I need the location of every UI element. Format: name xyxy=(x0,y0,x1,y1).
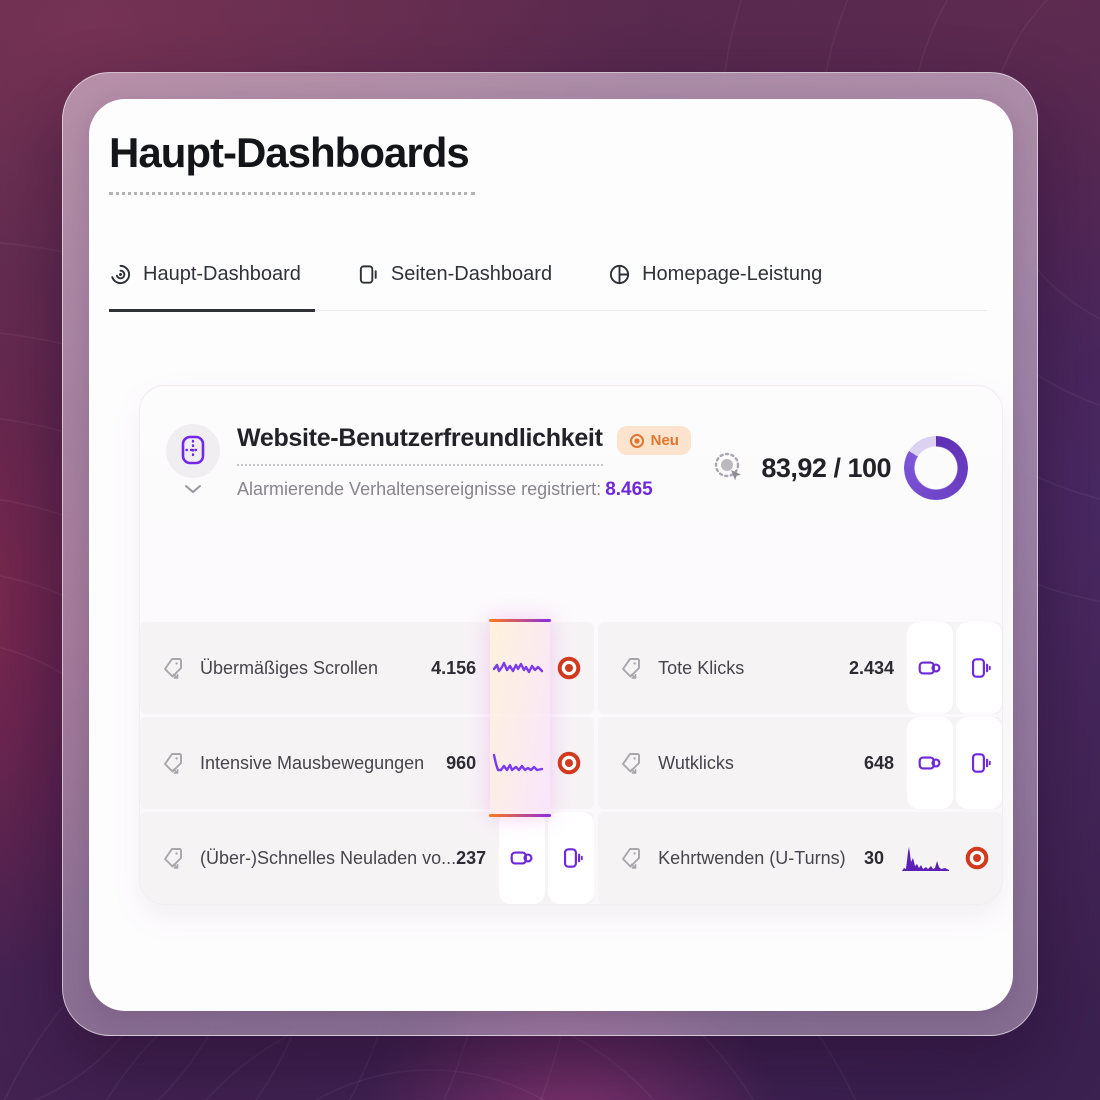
record-button[interactable] xyxy=(556,655,582,681)
metric-value: 2.434 xyxy=(848,657,894,678)
tab-haupt-dashboard[interactable]: Haupt-Dashboard xyxy=(109,259,315,312)
metric-label: Intensive Mausbewegungen xyxy=(200,752,425,773)
metric-row-uebermaessiges-scrollen[interactable]: Übermäßiges Scrollen 4.156 xyxy=(140,622,595,714)
video-camera-icon xyxy=(917,750,943,776)
metric-value: 960 xyxy=(446,752,477,773)
desktop-recordings-button[interactable] xyxy=(907,717,953,809)
subtitle-value: 8.465 xyxy=(605,479,653,500)
video-camera-icon xyxy=(509,845,535,871)
tag-icon xyxy=(160,845,187,872)
metric-row-kehrtwenden[interactable]: Kehrtwenden (U-Turns) 30 xyxy=(598,812,1002,904)
tab-homepage-leistung[interactable]: Homepage-Leistung xyxy=(608,259,836,312)
tab-label: Homepage-Leistung xyxy=(642,263,823,285)
dashboard-panel: Haupt-Dashboards Haupt-Dashboard xyxy=(89,99,1013,1011)
usability-score-donut xyxy=(904,436,968,500)
tab-label: Haupt-Dashboard xyxy=(143,263,301,285)
desktop-recordings-button[interactable] xyxy=(499,812,546,904)
tag-icon xyxy=(618,845,645,872)
scroll-map-icon xyxy=(176,432,210,470)
metric-row-intensive-mausbewegungen[interactable]: Intensive Mausbewegungen 960 xyxy=(140,717,595,809)
pie-chart-icon xyxy=(608,263,631,286)
tab-bar: Haupt-Dashboard Seiten-Dashboard xyxy=(109,259,987,312)
sparkline-chart xyxy=(489,750,547,776)
page-title: Haupt-Dashboards xyxy=(109,129,475,195)
mobile-recordings-button[interactable] xyxy=(956,622,1002,714)
chevron-down-icon[interactable] xyxy=(184,484,202,494)
tag-icon xyxy=(618,655,645,682)
metric-label: Übermäßiges Scrollen xyxy=(200,657,379,678)
new-badge: Neu xyxy=(616,426,691,455)
metric-label: (Über-)Schnelles Neuladen vo... xyxy=(200,847,457,868)
target-dot-icon xyxy=(629,433,645,449)
score-gauge-icon xyxy=(710,448,748,488)
metrics-grid: Übermäßiges Scrollen 4.156 xyxy=(140,619,1002,904)
mobile-recordings-button[interactable] xyxy=(956,717,1002,809)
subtitle-text: Alarmierende Verhaltensereignisse regist… xyxy=(237,479,602,499)
usability-widget-card: Website-Benutzerfreundlichkeit Neu xyxy=(139,385,1003,905)
desktop-recordings-button[interactable] xyxy=(907,622,953,714)
widget-avatar[interactable] xyxy=(166,424,220,478)
tag-icon xyxy=(618,750,645,777)
record-button[interactable] xyxy=(556,750,582,776)
mobile-device-icon xyxy=(966,655,992,681)
heatmap-radar-icon xyxy=(109,263,132,286)
widget-subtitle: Alarmierende Verhaltensereignisse regist… xyxy=(237,479,691,501)
glass-frame: Haupt-Dashboards Haupt-Dashboard xyxy=(62,72,1038,1036)
metric-label: Wutklicks xyxy=(658,752,734,773)
tab-seiten-dashboard[interactable]: Seiten-Dashboard xyxy=(357,259,566,312)
metric-label: Tote Klicks xyxy=(658,657,745,678)
metric-value: 4.156 xyxy=(431,657,477,678)
mobile-device-icon xyxy=(558,845,584,871)
widget-header: Website-Benutzerfreundlichkeit Neu xyxy=(140,386,1002,501)
metric-row-tote-klicks[interactable]: Tote Klicks 2.434 xyxy=(598,622,1002,714)
area-chart xyxy=(897,844,955,872)
mobile-device-icon xyxy=(966,750,992,776)
score-value: 83,92 / 100 xyxy=(761,452,891,483)
metric-value: 30 xyxy=(863,847,884,868)
metric-label: Kehrtwenden (U-Turns) xyxy=(658,847,846,868)
tab-label: Seiten-Dashboard xyxy=(390,263,553,285)
badge-label: Neu xyxy=(650,432,679,449)
usability-score: 83,92 / 100 xyxy=(710,436,968,500)
page-dashboard-icon xyxy=(357,263,380,286)
tag-icon xyxy=(160,750,187,777)
sparkline-chart xyxy=(489,655,547,681)
tag-icon xyxy=(160,655,187,682)
metric-value: 237 xyxy=(456,847,487,868)
widget-title: Website-Benutzerfreundlichkeit xyxy=(237,424,603,466)
metric-row-wutklicks[interactable]: Wutklicks 648 xyxy=(598,717,1002,809)
metric-value: 648 xyxy=(863,752,894,773)
record-button[interactable] xyxy=(964,845,990,871)
mobile-recordings-button[interactable] xyxy=(548,812,595,904)
video-camera-icon xyxy=(917,655,943,681)
metric-row-schnelles-neuladen[interactable]: (Über-)Schnelles Neuladen vo... 237 xyxy=(140,812,595,904)
